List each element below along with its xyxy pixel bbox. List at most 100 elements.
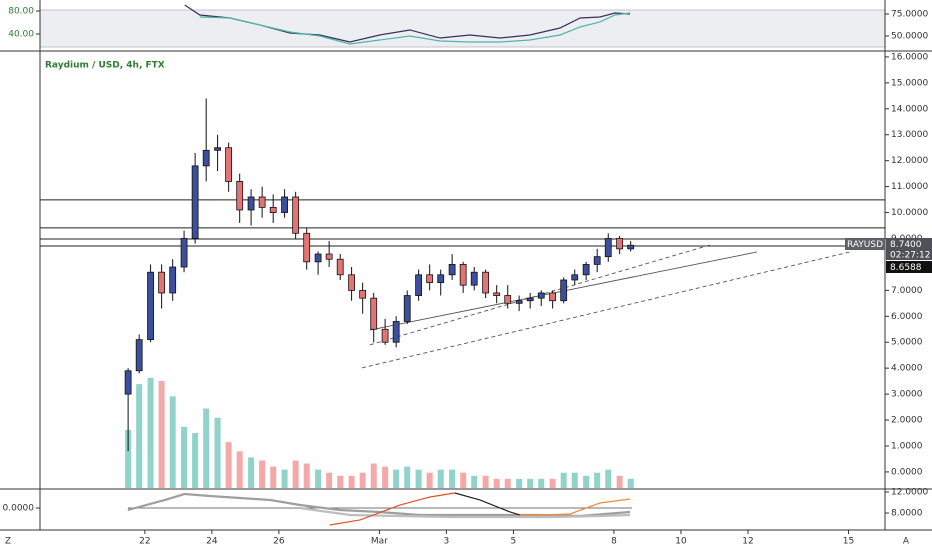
candle-body [482,271,490,294]
candle-body [303,232,311,263]
indicator-line [454,492,520,516]
y-tick-label: 4.0000 [891,364,923,374]
candle-body [470,271,478,286]
candle-body [627,244,635,250]
volume-bar [393,469,400,488]
y-tick-label: 0.0000 [3,504,35,514]
volume-bar [449,469,456,488]
volume-bar [236,451,243,488]
second-price: 8.6588 [890,263,922,273]
volume-bar [181,426,188,488]
x-tick-label: 3 [444,537,450,547]
volume-bar [169,396,176,488]
candle-body [448,264,456,276]
y-tick-label: 16.0000 [891,52,928,62]
volume-bar [437,469,444,488]
candle-body [158,271,166,294]
y-tick-label: 0.0000 [891,467,923,477]
indicator-line [329,492,455,526]
volume-bar [348,475,355,488]
x-tick-label: 24 [206,537,218,547]
candle-body [537,292,545,299]
candle-body [247,196,255,211]
candle-body [348,274,355,291]
candle-body [437,274,445,283]
y-tick-label: 13.0000 [891,130,928,140]
volume-bar [303,463,310,488]
volume-bar [594,472,601,488]
candle-body [593,256,601,265]
candle-body [124,370,132,395]
volume-bar [259,460,266,488]
countdown: 02:27:12 [890,251,930,261]
candle-body [180,238,188,268]
volume-bar [125,429,132,488]
candle-body [325,253,333,260]
y-tick-label: 10.0000 [891,208,928,218]
volume-bar [482,475,489,488]
x-tick-label: 5 [511,537,517,547]
volume-bar [315,469,322,488]
volume-bar [415,469,422,488]
price-tag [886,238,932,260]
candle-body [281,196,288,213]
y2-tick-label: 12.0000 [891,487,928,497]
y2-tick-label: 8.0000 [891,508,923,518]
x-tick-label: Mar [371,537,388,547]
candle-body [515,300,523,304]
volume-bar [571,472,578,488]
volume-bar [270,466,277,488]
y-tick-label: 11.0000 [891,182,928,192]
indicator-line [199,12,631,45]
scale-button[interactable]: Z [5,537,11,547]
rsi-band [40,10,885,47]
candle-body [359,289,367,299]
volume-bar [426,472,433,488]
x-tick-label: 12 [742,537,753,547]
candle-body [202,149,210,167]
candle-body [504,295,512,304]
x-tick-label: 15 [843,537,854,547]
y-tick-label: 2.0000 [891,416,923,426]
candle-body [415,274,423,296]
candle-body [549,292,557,302]
candle-body [582,264,590,276]
volume-bar [538,478,545,488]
volume-bar [214,417,221,488]
candle-body [426,274,434,283]
y-tick-label: 14.0000 [891,104,928,114]
volume-bar [616,475,623,488]
volume-bar [192,433,199,488]
volume-bar [516,478,523,488]
candle-body [214,147,221,151]
y-tick-label: 3.0000 [891,390,923,400]
volume-bar [248,457,255,488]
y-tick-label: 80.00 [8,6,34,16]
y-tick-label: 15.0000 [891,78,928,88]
x-tick-label: 22 [139,537,150,547]
candle-body [392,321,400,343]
volume-bar [337,475,344,488]
symbol-tag [845,238,885,250]
candle-body [269,206,277,213]
candle-body [147,271,154,341]
volume-bar [605,469,612,488]
volume-bar [326,472,333,488]
scale-button[interactable]: A [903,537,910,547]
volume-bar [281,469,288,488]
indicator-line [299,506,631,519]
candle-body [236,181,244,211]
volume-bar [359,472,366,488]
y-tick-label: 5.0000 [891,338,923,348]
candle-body [169,266,177,294]
volume-bar [225,442,232,488]
candle-body [571,274,579,281]
candle-body [381,328,389,343]
candle-body [526,297,534,302]
candle-body [459,264,467,286]
volume-bar [382,466,389,488]
volume-bar [292,460,299,488]
volume-bar [370,463,377,488]
volume-bar [203,408,210,488]
